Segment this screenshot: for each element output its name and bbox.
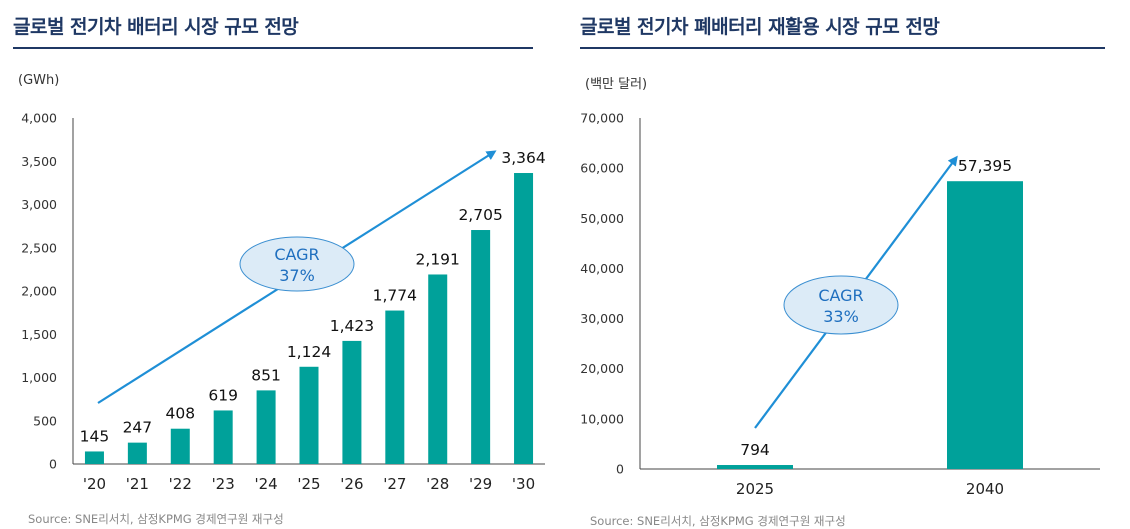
right-y-tick-label: 30,000 — [580, 311, 624, 326]
left-bar — [471, 230, 491, 464]
left-value-label: 1,423 — [330, 317, 374, 335]
right-bar — [717, 465, 793, 469]
left-y-tick-label: 4,000 — [21, 111, 57, 126]
left-bar — [127, 442, 147, 464]
left-y-tick-label: 500 — [33, 413, 57, 428]
right-y-tick-label: 70,000 — [580, 111, 624, 126]
left-cagr-value: 37% — [279, 266, 315, 285]
left-value-label: 851 — [251, 366, 281, 384]
right-chart-title: 글로벌 전기차 폐배터리 재활용 시장 규모 전망 — [580, 16, 940, 38]
left-bar — [213, 410, 233, 464]
left-value-label: 1,124 — [287, 343, 331, 361]
left-x-tick-label: '25 — [297, 475, 320, 493]
left-y-tick-label: 2,000 — [21, 284, 57, 299]
left-y-tick-label: 2,500 — [21, 240, 57, 255]
left-x-tick-label: '23 — [212, 475, 235, 493]
left-cagr-bubble — [239, 236, 355, 292]
left-value-label: 2,705 — [458, 206, 502, 224]
right-title-rule — [580, 47, 1105, 49]
left-source: Source: SNE리서치, 삼정KPMG 경제연구원 재구성 — [28, 512, 284, 526]
left-x-tick-label: '27 — [383, 475, 406, 493]
left-bar-chart: 0 500 1,000 1,500 2,000 2,500 3,000 3,500 4,000 1… — [21, 111, 546, 494]
left-y-tick-label: 0 — [49, 457, 57, 472]
right-x-tick-label: 2025 — [736, 480, 774, 498]
right-y-tick-label: 20,000 — [580, 361, 624, 376]
right-chart-panel: 글로벌 전기차 폐배터리 재활용 시장 규모 전망 (백만 달러) 0 10,00… — [575, 0, 1130, 529]
left-x-tick-label: '20 — [83, 475, 106, 493]
left-y-tick-label: 3,000 — [21, 197, 57, 212]
right-y-tick-label: 40,000 — [580, 261, 624, 276]
left-x-tick-label: '22 — [169, 475, 192, 493]
right-bar-chart: 0 10,000 20,000 30,000 40,000 50,000 60,000 70,… — [580, 111, 1100, 498]
right-cagr-label: CAGR — [818, 286, 863, 305]
left-y-tick-label: 1,000 — [21, 370, 57, 385]
right-value-label: 794 — [740, 441, 770, 459]
left-y-unit: (GWh) — [18, 73, 60, 88]
left-bar — [428, 274, 448, 464]
right-y-tick-label: 0 — [616, 462, 624, 477]
right-x-tick-label: 2040 — [966, 480, 1004, 498]
left-value-label: 1,774 — [373, 287, 417, 305]
left-bar — [299, 366, 319, 464]
left-bar — [514, 173, 534, 464]
left-x-tick-label: '29 — [469, 475, 492, 493]
left-cagr-label: CAGR — [274, 245, 319, 264]
left-bar — [170, 428, 190, 464]
left-x-tick-label: '24 — [254, 475, 277, 493]
left-value-label: 619 — [208, 386, 238, 404]
right-y-unit: (백만 달러) — [585, 77, 648, 92]
right-source: Source: SNE리서치, 삼정KPMG 경제연구원 재구성 — [590, 514, 846, 528]
left-bar — [342, 340, 362, 464]
left-bar — [385, 310, 405, 464]
left-x-tick-label: '28 — [426, 475, 449, 493]
left-chart-panel: 글로벌 전기차 배터리 시장 규모 전망 (GWh) 0 500 1,000 1,50… — [0, 0, 555, 529]
left-x-tick-label: '21 — [126, 475, 149, 493]
left-x-tick-label: '30 — [512, 475, 535, 493]
left-value-label: 408 — [165, 405, 195, 423]
left-value-label: 145 — [80, 427, 110, 445]
left-title-rule — [13, 47, 533, 49]
left-bar — [256, 390, 276, 464]
right-cagr-bubble — [783, 275, 899, 335]
right-y-tick-label: 10,000 — [580, 411, 624, 426]
right-bar — [947, 181, 1023, 469]
left-y-tick-label: 3,500 — [21, 154, 57, 169]
right-value-label: 57,395 — [958, 157, 1012, 175]
right-cagr-value: 33% — [823, 307, 859, 326]
left-x-tick-label: '26 — [340, 475, 363, 493]
left-y-tick-label: 1,500 — [21, 327, 57, 342]
left-value-label: 247 — [123, 419, 153, 437]
left-value-label: 3,364 — [501, 149, 545, 167]
left-chart-title: 글로벌 전기차 배터리 시장 규모 전망 — [13, 16, 299, 38]
right-y-tick-label: 50,000 — [580, 211, 624, 226]
left-bar — [84, 451, 104, 464]
left-value-label: 2,191 — [416, 250, 460, 268]
right-y-tick-label: 60,000 — [580, 161, 624, 176]
